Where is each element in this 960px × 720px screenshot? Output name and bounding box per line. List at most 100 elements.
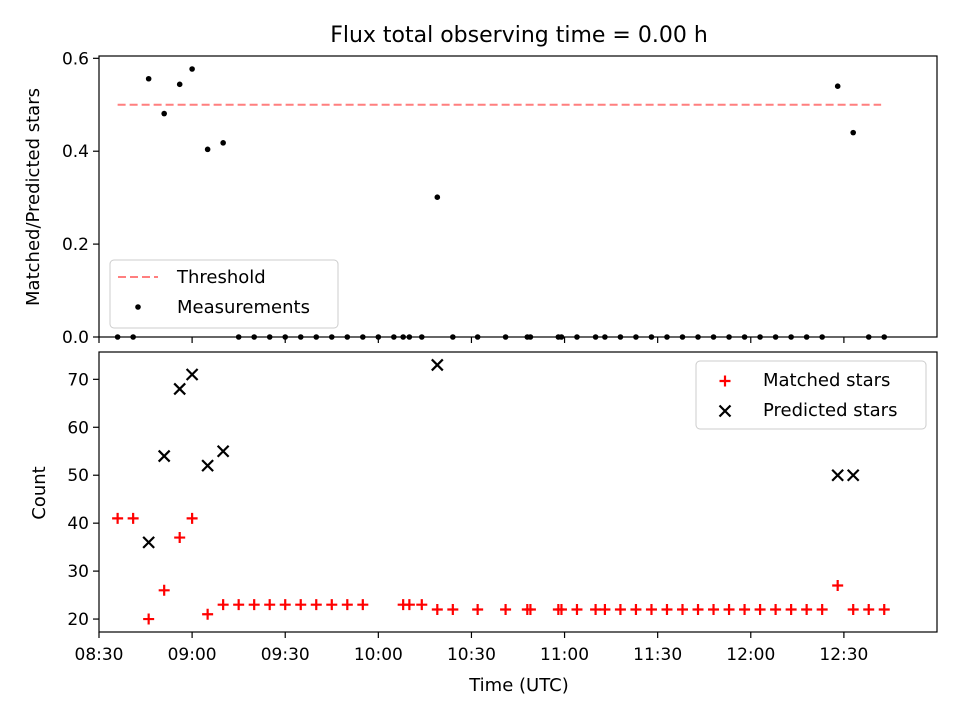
measurement-point: [313, 334, 320, 340]
measurement-point: [235, 334, 242, 340]
x-tick-label: 08:30: [75, 645, 124, 665]
matched-star-point: [326, 599, 338, 611]
bottom-y-tick-label: 30: [67, 562, 89, 582]
measurement-point: [865, 334, 872, 340]
measurement-point: [266, 334, 273, 340]
legend-measurements-swatch: [135, 304, 141, 310]
measurement-point: [204, 146, 211, 153]
top-legend-box: [109, 259, 339, 329]
bottom-y-tick-label: 50: [67, 466, 89, 486]
matched-star-point: [614, 603, 626, 615]
matched-star-point: [770, 603, 782, 615]
legend-threshold-label: Threshold: [176, 267, 266, 288]
top-y-tick-label: 0.6: [62, 49, 89, 69]
x-tick-label: 12:30: [819, 645, 868, 665]
measurement-point: [788, 334, 794, 340]
matched-star-point: [186, 512, 198, 524]
measurement-point: [617, 334, 624, 340]
matched-star-point: [847, 603, 859, 615]
bottom-legend-box: [695, 360, 927, 430]
predicted-star-point: [431, 358, 444, 372]
matched-star-point: [661, 603, 673, 615]
measurement-point: [400, 334, 406, 340]
measurement-point: [474, 334, 481, 340]
matched-star-point: [202, 608, 214, 620]
matched-star-point: [447, 603, 459, 615]
measurement-point: [695, 334, 701, 340]
measurement-point: [757, 334, 763, 340]
measurement-point: [406, 334, 413, 340]
measurement-point: [114, 334, 121, 340]
matched-star-point: [645, 603, 657, 615]
bottom-y-tick-label: 60: [67, 418, 89, 438]
matched-star-point: [571, 603, 583, 615]
measurement-point: [834, 83, 841, 89]
matched-star-point: [357, 599, 369, 611]
matched-star-point: [416, 599, 428, 611]
matched-star-point: [524, 603, 536, 615]
legend-predicted-swatch: [718, 404, 732, 418]
x-tick-label: 09:30: [261, 645, 310, 665]
top-y-tick-label: 0.4: [62, 142, 89, 162]
matched-star-point: [217, 599, 229, 611]
matched-star-point: [816, 603, 828, 615]
matched-star-point: [863, 603, 875, 615]
measurement-point: [648, 334, 655, 340]
legend-matched-swatch: [719, 375, 731, 387]
measurement-point: [679, 334, 686, 340]
measurement-point: [710, 334, 717, 340]
measurement-point: [574, 334, 580, 340]
matched-star-point: [739, 603, 751, 615]
predicted-star-point: [185, 368, 199, 381]
matched-star-point: [692, 603, 704, 615]
measurement-point: [450, 334, 456, 340]
matched-star-point: [127, 512, 139, 524]
predicted-star-point: [831, 468, 844, 482]
measurement-point: [328, 334, 335, 340]
predicted-star-point: [201, 459, 214, 472]
top-y-axis-label: Matched/Predicted stars: [23, 88, 44, 306]
top-y-tick-label: 0.2: [62, 235, 89, 255]
legend-measurements-label: Measurements: [177, 297, 310, 318]
matched-star-point: [785, 603, 797, 615]
predicted-star-point: [142, 536, 155, 549]
x-tick-label: 10:00: [354, 645, 403, 665]
legend-predicted-label: Predicted stars: [763, 400, 897, 421]
matched-star-point: [295, 599, 307, 611]
matched-star-point: [754, 603, 766, 615]
x-tick-label: 12:00: [726, 645, 775, 665]
matched-star-point: [630, 603, 642, 615]
predicted-star-point: [173, 382, 186, 396]
measurement-point: [297, 334, 304, 340]
measurement-point: [502, 334, 509, 340]
measurement-point: [220, 140, 226, 146]
matched-star-point: [723, 603, 735, 615]
matched-star-point: [279, 599, 291, 611]
matched-star-point: [403, 599, 415, 611]
matched-star-point: [341, 599, 353, 611]
matched-star-point: [590, 603, 602, 615]
matched-star-point: [112, 512, 124, 524]
measurement-point: [375, 334, 382, 340]
matched-star-point: [878, 603, 890, 615]
top-axes-frame: [98, 55, 938, 338]
x-tick-label: 10:30: [447, 645, 496, 665]
measurement-point: [558, 334, 565, 340]
x-tick-label: 11:30: [633, 645, 682, 665]
legend-matched-label: Matched stars: [763, 370, 890, 391]
matched-star-point: [708, 603, 720, 615]
measurement-point: [391, 334, 397, 340]
chart-title: Flux total observing time = 0.00 h: [330, 23, 708, 48]
matched-star-point: [310, 599, 322, 611]
matched-star-point: [431, 603, 443, 615]
matched-star-point: [233, 599, 245, 611]
measurement-point: [592, 334, 599, 340]
measurement-point: [664, 334, 670, 340]
matched-star-point: [158, 584, 170, 596]
matched-star-point: [555, 603, 567, 615]
matched-star-point: [264, 599, 276, 611]
x-tick-label: 11:00: [540, 645, 589, 665]
bottom-y-tick-label: 70: [67, 370, 89, 390]
measurement-point: [850, 129, 856, 136]
